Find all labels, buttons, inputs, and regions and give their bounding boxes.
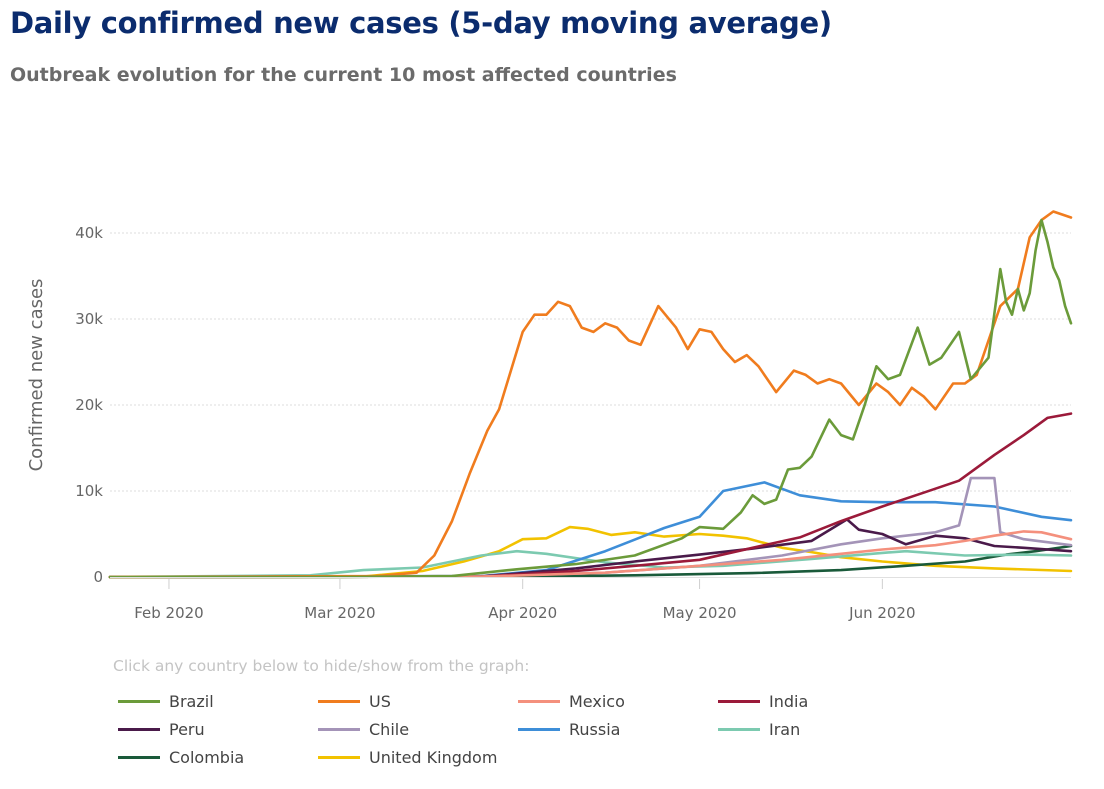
- series-line-mexico: [108, 530, 1073, 579]
- chart-subtitle: Outbreak evolution for the current 10 mo…: [10, 64, 677, 86]
- x-tick-label: Feb 2020: [134, 604, 204, 622]
- legend-label: Peru: [169, 719, 205, 739]
- legend-label: Colombia: [169, 747, 245, 767]
- series-line-brazil: [108, 218, 1073, 579]
- legend-swatch: [718, 727, 760, 731]
- y-tick-label: 10k: [75, 482, 103, 500]
- legend-swatch: [118, 727, 160, 731]
- legend-item-united-kingdom[interactable]: United Kingdom: [318, 744, 497, 770]
- legend-item-russia[interactable]: Russia: [518, 716, 620, 742]
- x-tick-label: Apr 2020: [488, 604, 557, 622]
- legend-label: Russia: [569, 719, 621, 739]
- legend-label: US: [369, 691, 391, 711]
- legend-swatch: [718, 699, 760, 703]
- x-tick-label: Mar 2020: [304, 604, 375, 622]
- legend-label: United Kingdom: [369, 747, 498, 767]
- series-lines: [108, 210, 1073, 579]
- gridlines: [110, 232, 1071, 492]
- legend-item-india[interactable]: India: [718, 688, 808, 714]
- legend-item-chile[interactable]: Chile: [318, 716, 409, 742]
- x-tick-label: Jun 2020: [848, 604, 915, 622]
- legend-hint: Click any country below to hide/show fro…: [113, 657, 530, 675]
- legend-swatch: [318, 755, 360, 759]
- legend-label: Chile: [369, 719, 410, 739]
- series-line-colombia: [108, 544, 1073, 579]
- series-line-us: [108, 210, 1073, 579]
- legend-label: Mexico: [569, 691, 625, 711]
- axes: 0 10k 20k 30k 40k Feb 2020 Mar 2020 Apr 2020 May…: [75, 224, 1071, 622]
- legend-swatch: [518, 727, 560, 731]
- legend-label: India: [769, 691, 809, 711]
- legend-item-iran[interactable]: Iran: [718, 716, 800, 742]
- legend-item-colombia[interactable]: Colombia: [118, 744, 244, 770]
- legend-swatch: [518, 699, 560, 703]
- y-tick-label: 20k: [75, 396, 103, 414]
- y-tick-label: 0: [93, 568, 103, 586]
- y-tick-label: 40k: [75, 224, 103, 242]
- series-line-peru: [108, 518, 1073, 579]
- legend-item-mexico[interactable]: Mexico: [518, 688, 625, 714]
- legend-label: Iran: [769, 719, 801, 739]
- x-tick-label: May 2020: [663, 604, 737, 622]
- line-chart: 0 10k 20k 30k 40k Feb 2020 Mar 2020 Apr 2020 May…: [26, 210, 1073, 622]
- y-axis-title: Confirmed new cases: [26, 279, 47, 472]
- legend-swatch: [118, 755, 160, 759]
- legend-item-peru[interactable]: Peru: [118, 716, 205, 742]
- legend-item-us[interactable]: US: [318, 688, 391, 714]
- y-tick-label: 30k: [75, 310, 103, 328]
- legend-label: Brazil: [169, 691, 214, 711]
- series-line-india: [108, 412, 1073, 579]
- legend-swatch: [318, 727, 360, 731]
- legend-swatch: [318, 699, 360, 703]
- chart-title: Daily confirmed new cases (5-day moving …: [10, 6, 832, 40]
- legend-item-brazil[interactable]: Brazil: [118, 688, 214, 714]
- legend-swatch: [118, 699, 160, 703]
